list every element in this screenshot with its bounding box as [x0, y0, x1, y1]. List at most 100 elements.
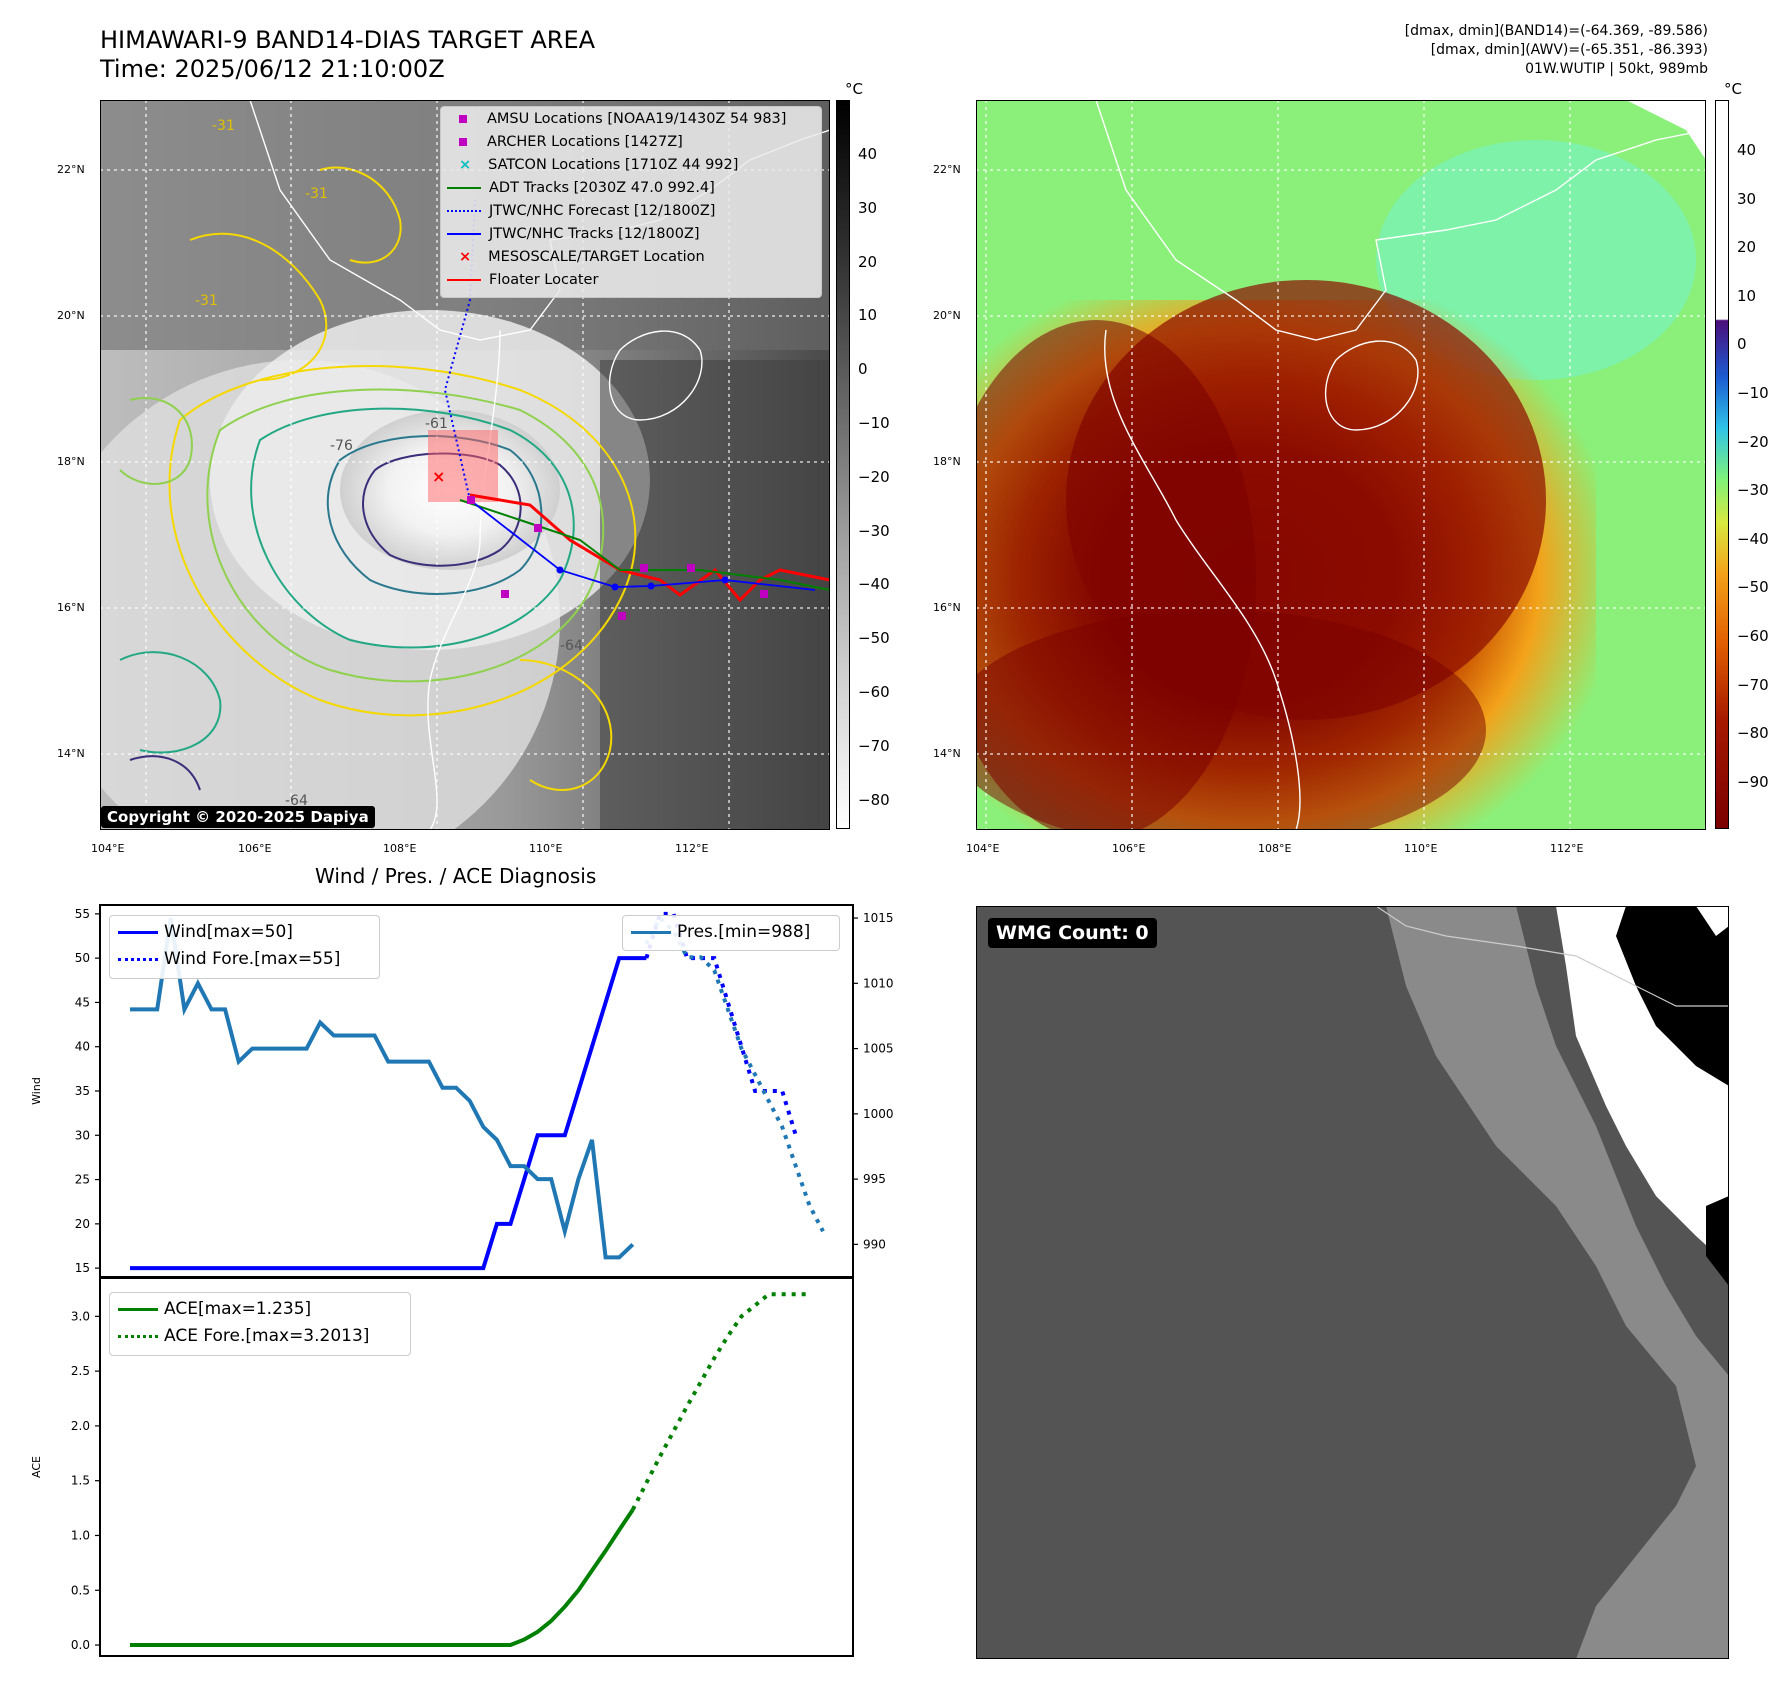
- lat-tick: 14°N: [933, 747, 961, 760]
- lat-tick: 16°N: [57, 601, 85, 614]
- y-tick-label: 0.0: [71, 1638, 90, 1652]
- colorbar-tick: −20: [858, 467, 890, 486]
- colorbar-tick: −70: [858, 736, 890, 755]
- right-colorbar: [1715, 100, 1729, 829]
- diagnosis-title: Wind / Pres. / ACE Diagnosis: [315, 864, 597, 888]
- legend-floater: Floater Locater: [447, 272, 598, 288]
- info-line-1: [dmax, dmin](BAND14)=(-64.369, -89.586): [1404, 23, 1708, 39]
- y-tick-label: 1.0: [71, 1528, 90, 1542]
- right-water-vapor-map: [976, 100, 1706, 830]
- legend-adt: ADT Tracks [2030Z 47.0 992.4]: [447, 180, 715, 196]
- y-tick-label: 15: [75, 1261, 90, 1275]
- info-line-3: 01W.WUTIP | 50kt, 989mb: [1525, 61, 1708, 77]
- y2-tick-label: 995: [863, 1172, 886, 1186]
- lat-tick: 20°N: [933, 309, 961, 322]
- contour-label: -64: [560, 638, 583, 654]
- colorbar-tick: −50: [1737, 578, 1769, 597]
- y2-tick-label: 990: [863, 1237, 886, 1251]
- contour-label: -31: [212, 118, 235, 134]
- ace-series-line-0: [130, 1508, 635, 1647]
- contour-label: -31: [195, 293, 218, 309]
- lon-tick: 104°E: [91, 842, 125, 855]
- contour-label: -76: [330, 438, 353, 454]
- colorbar-tick: −30: [858, 521, 890, 540]
- info-line-2: [dmax, dmin](AWV)=(-65.351, -86.393): [1430, 42, 1708, 58]
- pressure-legend: Pres.[min=988]: [622, 915, 840, 951]
- legend-target: × MESOSCALE/TARGET Location: [459, 249, 705, 265]
- lon-tick: 110°E: [529, 842, 563, 855]
- title-line-1: HIMAWARI-9 BAND14-DIAS TARGET AREA: [100, 26, 596, 54]
- lat-tick: 18°N: [57, 455, 85, 468]
- y2-tick-label: 1010: [863, 976, 894, 990]
- colorbar-tick: 20: [858, 252, 878, 271]
- y-tick-label: 50: [75, 951, 90, 965]
- y-axis-label: Wind: [30, 1077, 43, 1105]
- y-tick-label: 35: [75, 1084, 90, 1098]
- lon-tick: 112°E: [1550, 842, 1584, 855]
- y-tick-label: 30: [75, 1128, 90, 1142]
- colorbar-tick: 30: [858, 198, 878, 217]
- legend-pressure: Pres.[min=988]: [631, 922, 810, 942]
- lon-tick: 106°E: [1112, 842, 1146, 855]
- y-tick-label: 1.5: [71, 1474, 90, 1488]
- colorbar-tick: −10: [1737, 384, 1769, 402]
- y2-axis-label: Pressure: [928, 1067, 930, 1114]
- colorbar-tick: −40: [858, 575, 890, 594]
- colorbar-tick: 10: [1737, 286, 1757, 305]
- y-tick-label: 0.5: [71, 1583, 90, 1597]
- colorbar-tick: −30: [1737, 481, 1769, 500]
- y2-tick-label: 1000: [863, 1107, 894, 1121]
- colorbar-tick: −70: [1737, 675, 1769, 694]
- colorbar-tick: −20: [1737, 432, 1769, 451]
- wind-legend: Wind[max=50] Wind Fore.[max=55]: [109, 915, 380, 979]
- lon-tick: 108°E: [1258, 842, 1292, 855]
- y2-tick-label: 1015: [863, 911, 894, 925]
- colorbar-tick: 0: [1737, 335, 1747, 354]
- legend-wind-forecast: Wind Fore.[max=55]: [118, 949, 340, 969]
- target-area-box: [428, 430, 498, 502]
- colorbar-tick: −40: [1737, 529, 1769, 548]
- legend-jtwc-forecast: JTWC/NHC Forecast [12/1800Z]: [447, 203, 715, 219]
- y-tick-label: 2.0: [71, 1419, 90, 1433]
- lon-tick: 108°E: [383, 842, 417, 855]
- colorbar-tick: −80: [1737, 724, 1769, 743]
- y-tick-label: 45: [75, 995, 90, 1009]
- colorbar-tick: 20: [1737, 238, 1757, 257]
- colorbar-tick: −50: [858, 629, 890, 648]
- series-line-2: [130, 917, 635, 1260]
- colorbar-tick: −60: [1737, 627, 1769, 645]
- colorbar-tick: 40: [858, 145, 878, 163]
- contour-label: -31: [305, 186, 328, 202]
- y-tick-label: 3.0: [71, 1309, 90, 1323]
- y-tick-label: 25: [75, 1173, 90, 1187]
- lat-tick: 18°N: [933, 455, 961, 468]
- y-tick-label: 40: [75, 1040, 90, 1054]
- wmg-panel: [976, 906, 1729, 1659]
- wmg-count-badge: WMG Count: 0: [988, 918, 1157, 948]
- y-tick-label: 2.5: [71, 1364, 90, 1378]
- colorbar-tick: −10: [858, 414, 890, 432]
- lon-tick: 104°E: [966, 842, 1000, 855]
- colorbar-unit: °C: [1724, 80, 1742, 98]
- colorbar-tick: 10: [858, 306, 878, 325]
- colorbar-tick: 30: [1737, 189, 1757, 208]
- legend-jtwc-tracks: JTWC/NHC Tracks [12/1800Z]: [447, 226, 700, 242]
- lat-tick: 22°N: [57, 163, 85, 176]
- colorbar-tick: −80: [858, 790, 890, 809]
- left-colorbar: [836, 100, 850, 829]
- colorbar-tick: −60: [858, 683, 890, 701]
- colorbar-unit: °C: [845, 80, 863, 98]
- legend-amsu: AMSU Locations [NOAA19/1430Z 54 983]: [459, 111, 786, 127]
- y-tick-label: 20: [75, 1217, 90, 1231]
- colorbar-tick: 40: [1737, 141, 1757, 159]
- lat-tick: 22°N: [933, 163, 961, 176]
- contour-label: -61: [425, 416, 448, 432]
- colorbar-tick: 0: [858, 360, 868, 379]
- y-tick-label: 55: [75, 907, 90, 921]
- title-line-2: Time: 2025/06/12 21:10:00Z: [100, 55, 445, 83]
- lon-tick: 106°E: [238, 842, 272, 855]
- target-marker: ×: [432, 467, 445, 486]
- lat-tick: 20°N: [57, 309, 85, 322]
- lon-tick: 110°E: [1404, 842, 1438, 855]
- amsu-archer-markers: [467, 496, 768, 620]
